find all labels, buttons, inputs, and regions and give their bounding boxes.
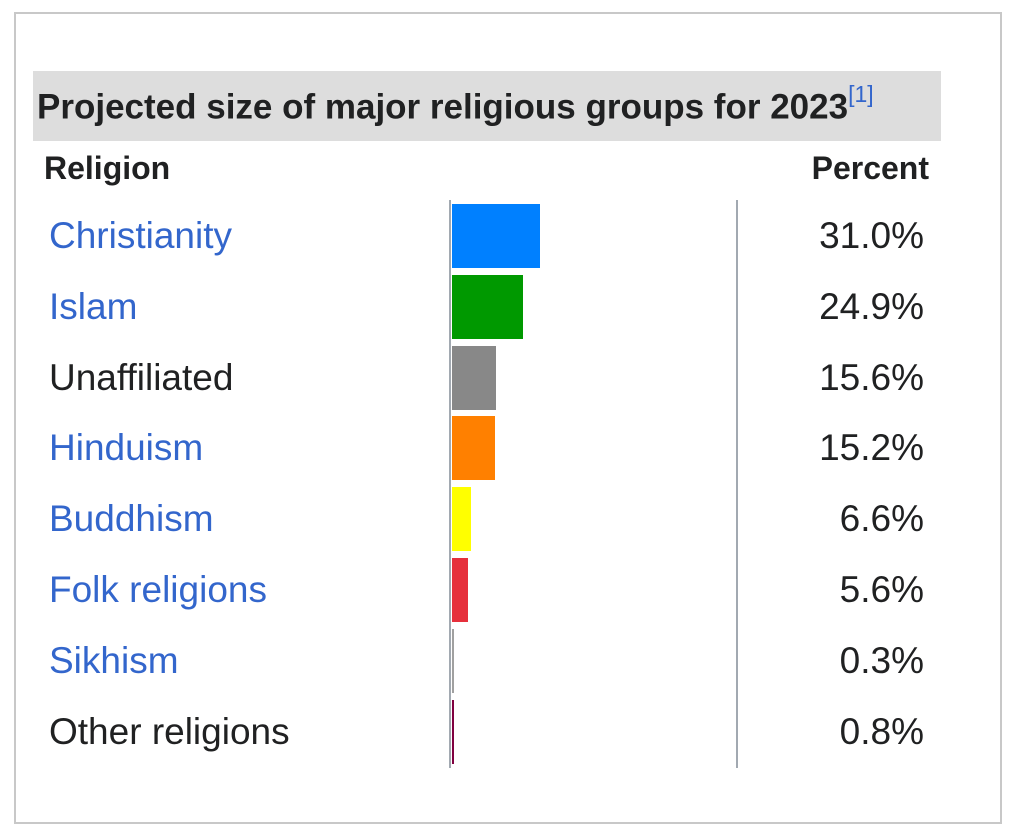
bar-christianity (452, 204, 541, 268)
percent-value-buddhism: 6.6% (839, 498, 924, 540)
religion-label-buddhism[interactable]: Buddhism (49, 498, 214, 540)
percent-value-christianity: 31.0% (819, 215, 924, 256)
percent-value-hinduism: 15.2% (819, 427, 924, 469)
table-caption: Projected size of major religious groups… (33, 71, 941, 141)
religion-label-islam[interactable]: Islam (49, 285, 138, 327)
bar-buddhism (452, 487, 471, 552)
percent-value-other-religions: 0.8% (839, 710, 924, 752)
percent-value-sikhism: 0.3% (839, 639, 924, 681)
bar-unaffiliated (452, 345, 497, 410)
column-header-religion: Religion (44, 150, 171, 186)
chart-title: Projected size of major religious groups… (37, 80, 874, 127)
percent-value-unaffiliated: 15.6% (819, 356, 924, 398)
percent-value-islam: 24.9% (819, 285, 924, 327)
bar-hinduism (452, 416, 496, 481)
religion-label-christianity[interactable]: Christianity (49, 215, 232, 256)
religion-label-sikhism[interactable]: Sikhism (49, 639, 179, 681)
infobox-frame (14, 12, 1002, 824)
religion-label-other-religions: Other religions (49, 710, 290, 752)
religion-label-folk-religions[interactable]: Folk religions (49, 569, 267, 610)
percent-value-folk-religions: 5.6% (839, 569, 924, 610)
column-divider (736, 200, 738, 768)
bar-folk-religions (452, 558, 468, 622)
religion-label-hinduism[interactable]: Hinduism (49, 427, 204, 469)
bar-axis-line (449, 200, 451, 768)
reference-link[interactable]: [1] (848, 80, 874, 107)
bar-islam (452, 274, 523, 339)
bar-sikhism (452, 628, 454, 693)
column-header-percent: Percent (811, 150, 929, 186)
bar-other-religions (452, 699, 455, 764)
religion-label-unaffiliated: Unaffiliated (49, 356, 234, 398)
